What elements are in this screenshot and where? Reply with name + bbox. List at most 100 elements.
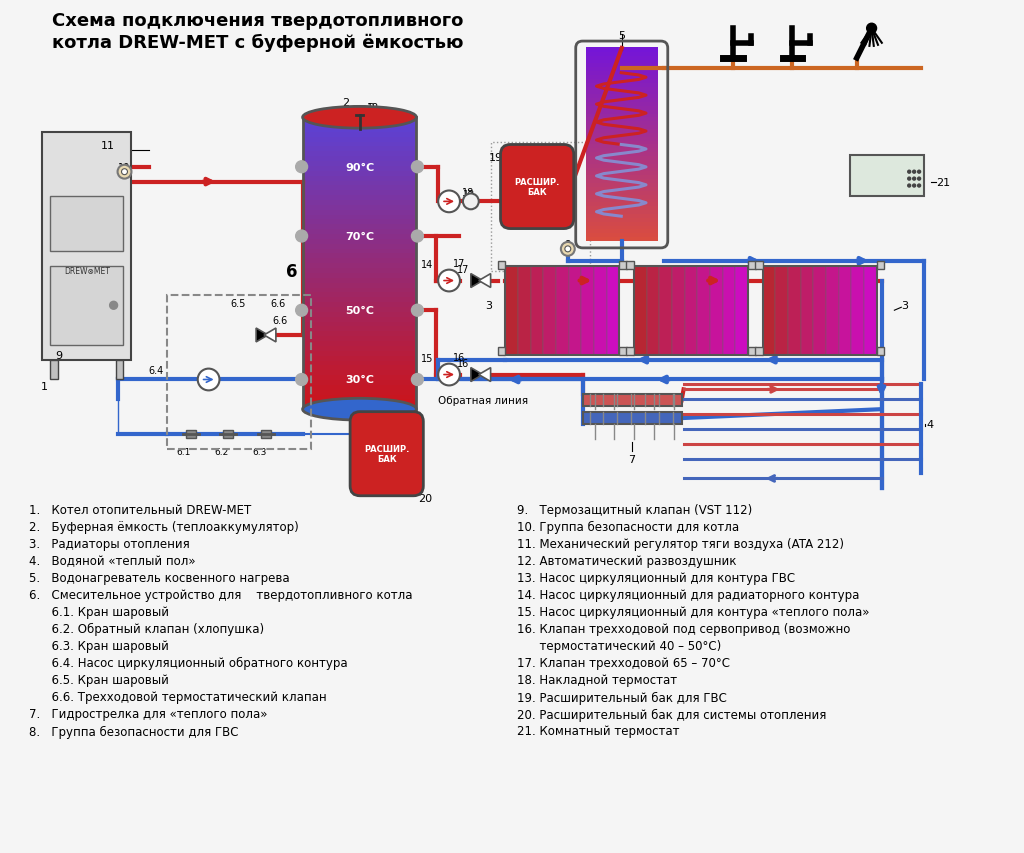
Text: 11. Механический регулятор тяги воздуха (ATA 212): 11. Механический регулятор тяги воздуха … — [517, 537, 845, 550]
Bar — [877, 261, 885, 270]
Text: 7.   Гидрострелка для «теплого пола»: 7. Гидрострелка для «теплого пола» — [29, 708, 267, 721]
Text: 6.   Смесительное устройство для    твердотопливного котла: 6. Смесительное устройство для твердотоп… — [29, 589, 412, 601]
Bar — [826, 266, 839, 356]
Text: 16: 16 — [453, 352, 465, 363]
Bar — [568, 266, 582, 356]
Circle shape — [918, 178, 921, 181]
Bar — [50, 266, 124, 345]
Text: 6.1: 6.1 — [177, 447, 191, 456]
Bar — [303, 118, 417, 409]
Bar — [50, 197, 124, 252]
Bar — [303, 166, 417, 171]
Bar — [303, 399, 417, 405]
Bar — [594, 266, 606, 356]
Bar — [518, 266, 530, 356]
Bar — [647, 266, 659, 356]
Circle shape — [412, 374, 423, 386]
Bar — [303, 186, 417, 191]
Text: 13: 13 — [463, 190, 475, 200]
Bar — [303, 127, 417, 133]
Text: 10: 10 — [119, 163, 131, 172]
Text: 70°C: 70°C — [345, 232, 374, 241]
Bar — [620, 261, 627, 270]
Bar — [303, 239, 417, 245]
Text: 2.   Буферная ёмкость (теплоаккумулятор): 2. Буферная ёмкость (теплоаккумулятор) — [29, 520, 298, 534]
Bar — [303, 132, 417, 137]
Bar — [586, 95, 657, 99]
Bar — [586, 191, 657, 195]
Text: 10. Группа безопасности для котла: 10. Группа безопасности для котла — [517, 520, 739, 534]
Bar — [556, 266, 568, 356]
Bar — [498, 347, 506, 356]
Bar — [303, 351, 417, 357]
Text: 19. Расширительный бак для ГВС: 19. Расширительный бак для ГВС — [517, 691, 727, 704]
Text: 6.6. Трехходовой термостатический клапан: 6.6. Трехходовой термостатический клапан — [29, 691, 326, 704]
FancyBboxPatch shape — [350, 412, 423, 496]
Bar — [530, 266, 544, 356]
Bar — [303, 200, 417, 206]
Bar — [586, 87, 657, 91]
Bar — [303, 327, 417, 332]
Text: РОЛ - 30: РОЛ - 30 — [866, 179, 894, 184]
Circle shape — [412, 305, 423, 316]
Bar — [303, 253, 417, 259]
Text: 19: 19 — [488, 153, 503, 163]
Polygon shape — [479, 368, 490, 382]
Bar — [586, 52, 657, 56]
Bar — [303, 293, 417, 298]
Bar — [586, 234, 657, 238]
Text: 13. Насос циркуляционный для контура ГВС: 13. Насос циркуляционный для контура ГВС — [517, 572, 796, 584]
Bar — [582, 266, 594, 356]
Bar — [586, 214, 657, 218]
Circle shape — [296, 305, 307, 316]
Text: 6.3: 6.3 — [252, 447, 266, 456]
Bar — [586, 183, 657, 188]
Bar — [583, 395, 682, 407]
Bar — [303, 142, 417, 148]
Text: DREW⊗MET: DREW⊗MET — [63, 267, 110, 276]
Bar — [303, 147, 417, 152]
Bar — [303, 322, 417, 327]
Text: 16. Клапан трехходовой под сервопривод (возможно: 16. Клапан трехходовой под сервопривод (… — [517, 623, 851, 635]
Bar — [42, 133, 131, 360]
Circle shape — [907, 178, 910, 181]
Bar — [261, 431, 271, 438]
Circle shape — [907, 185, 910, 188]
Ellipse shape — [303, 107, 417, 129]
Bar — [583, 413, 682, 425]
Text: РАДИАТ - 50: РАДИАТ - 50 — [866, 167, 906, 172]
Bar — [303, 390, 417, 395]
Bar — [586, 114, 657, 119]
Text: 90°C: 90°C — [345, 163, 374, 172]
Circle shape — [122, 170, 127, 176]
Bar — [851, 266, 864, 356]
Polygon shape — [471, 275, 482, 288]
Bar — [606, 266, 620, 356]
Bar — [303, 269, 417, 274]
Bar — [303, 287, 417, 293]
Bar — [303, 385, 417, 391]
Bar — [586, 133, 657, 137]
Bar — [303, 137, 417, 142]
Bar — [586, 102, 657, 107]
Bar — [303, 249, 417, 254]
Bar — [755, 347, 763, 356]
Bar — [586, 187, 657, 192]
Text: 1: 1 — [40, 382, 47, 392]
Bar — [586, 222, 657, 226]
Text: 4: 4 — [926, 420, 933, 430]
Circle shape — [912, 178, 915, 181]
Bar — [659, 266, 672, 356]
Bar — [850, 156, 924, 197]
Bar — [586, 60, 657, 64]
Bar — [498, 261, 506, 270]
Bar — [710, 266, 723, 356]
Circle shape — [412, 231, 423, 242]
Bar — [755, 261, 763, 270]
Text: 5.   Водонагреватель косвенного нагрева: 5. Водонагреватель косвенного нагрева — [29, 572, 289, 584]
Bar — [303, 152, 417, 157]
Bar — [748, 347, 756, 356]
Text: 4.   Водяной «теплый пол»: 4. Водяной «теплый пол» — [29, 554, 196, 567]
Circle shape — [561, 242, 574, 257]
Circle shape — [296, 231, 307, 242]
